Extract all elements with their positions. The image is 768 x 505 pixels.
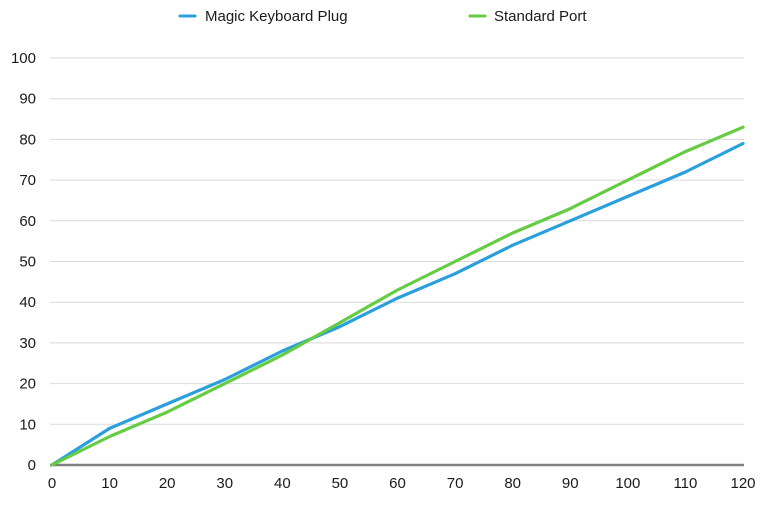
y-tick-label: 90 [19,91,36,108]
legend-label: Magic Keyboard Plug [205,8,348,25]
y-tick-label: 40 [19,294,36,311]
data-series [50,125,745,467]
y-tick-label: 100 [11,50,36,67]
x-tick-label: 90 [562,475,579,492]
y-tick-label: 50 [19,254,36,271]
legend-item-standard-port: Standard Port [468,8,587,25]
x-tick-label: 60 [389,475,406,492]
series-line-magic-keyboard-plug [50,141,745,467]
y-tick-label: 70 [19,172,36,189]
y-tick-label: 0 [28,457,36,474]
x-tick-label: 20 [159,475,176,492]
x-tick-label: 0 [48,475,56,492]
legend-label: Standard Port [494,8,587,25]
y-tick-label: 60 [19,213,36,230]
y-tick-label: 20 [19,376,36,393]
x-tick-label: 110 [673,475,697,492]
x-tick-label: 50 [332,475,349,492]
x-tick-label: 40 [274,475,291,492]
y-tick-label: 30 [19,335,36,352]
x-tick-label: 100 [615,475,640,492]
y-axis-ticks: 0 10 20 30 40 50 60 70 80 90 100 [11,50,36,474]
gridlines [50,57,744,425]
y-tick-label: 80 [19,131,36,148]
x-tick-label: 30 [216,475,233,492]
series-line-standard-port [50,125,745,467]
y-tick-label: 10 [19,416,36,433]
legend: Magic Keyboard Plug Standard Port [178,8,587,25]
x-tick-label: 70 [447,475,464,492]
x-tick-label: 120 [730,475,755,492]
x-tick-label: 80 [504,475,521,492]
x-tick-label: 10 [101,475,118,492]
legend-item-magic-keyboard-plug: Magic Keyboard Plug [178,8,348,25]
x-axis-ticks: 0 10 20 30 40 50 60 70 80 90 100 110 120 [48,475,756,492]
